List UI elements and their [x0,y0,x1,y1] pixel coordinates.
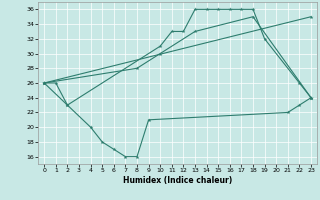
X-axis label: Humidex (Indice chaleur): Humidex (Indice chaleur) [123,176,232,185]
